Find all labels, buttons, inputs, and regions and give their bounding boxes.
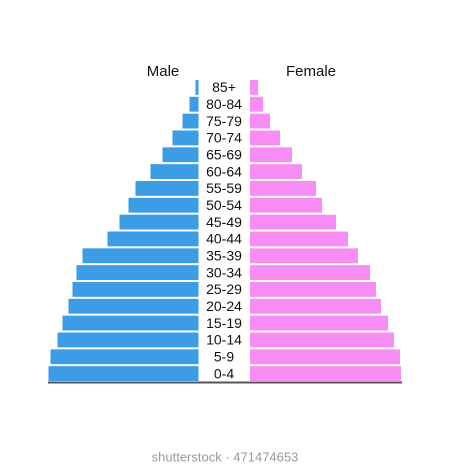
bar — [57, 332, 199, 348]
watermark: shutterstock · 471474653 — [152, 449, 299, 464]
bar — [250, 231, 348, 247]
bar — [250, 197, 322, 213]
category-label: 75-79 — [206, 113, 242, 129]
bar — [50, 349, 199, 365]
bar — [250, 332, 394, 348]
bar — [119, 214, 199, 230]
bar — [250, 265, 370, 280]
bar — [250, 164, 302, 179]
category-label: 20-24 — [206, 298, 242, 314]
bar — [250, 315, 388, 331]
category-label: 40-44 — [206, 231, 242, 247]
category-label: 5-9 — [214, 348, 234, 364]
category-label: 85+ — [212, 79, 236, 95]
bar — [135, 181, 199, 196]
bar — [250, 80, 258, 95]
bar — [82, 248, 199, 264]
bar — [250, 96, 263, 112]
bar — [250, 147, 292, 163]
bar — [250, 113, 270, 129]
category-label: 50-54 — [206, 197, 242, 213]
bar — [250, 181, 316, 196]
legend-label: Male — [147, 63, 180, 80]
bar — [250, 130, 280, 146]
category-label: 35-39 — [206, 247, 242, 263]
bar — [182, 113, 199, 129]
bar — [250, 298, 381, 314]
bar — [250, 366, 401, 381]
bar — [162, 147, 199, 163]
bar — [250, 248, 358, 264]
bar — [172, 130, 199, 146]
category-label: 60-64 — [206, 163, 242, 179]
bar — [107, 231, 199, 247]
bar — [68, 298, 199, 314]
category-label: 0-4 — [214, 365, 234, 381]
bar — [250, 214, 336, 230]
legend-label: Female — [286, 63, 336, 80]
bar — [150, 164, 199, 179]
category-label: 30-34 — [206, 264, 242, 280]
bar — [195, 80, 199, 95]
bar — [128, 197, 199, 213]
bar — [250, 282, 376, 297]
category-label: 25-29 — [206, 281, 242, 297]
category-label: 65-69 — [206, 146, 242, 162]
category-label: 15-19 — [206, 315, 242, 331]
bar — [189, 96, 199, 112]
bar — [250, 349, 400, 365]
bar — [62, 315, 199, 331]
category-label: 80-84 — [206, 96, 242, 112]
bar — [72, 282, 199, 297]
bar — [76, 265, 199, 280]
category-label: 10-14 — [206, 332, 242, 348]
category-label: 70-74 — [206, 130, 242, 146]
category-label: 55-59 — [206, 180, 242, 196]
bar — [48, 366, 199, 381]
category-label: 45-49 — [206, 214, 242, 230]
